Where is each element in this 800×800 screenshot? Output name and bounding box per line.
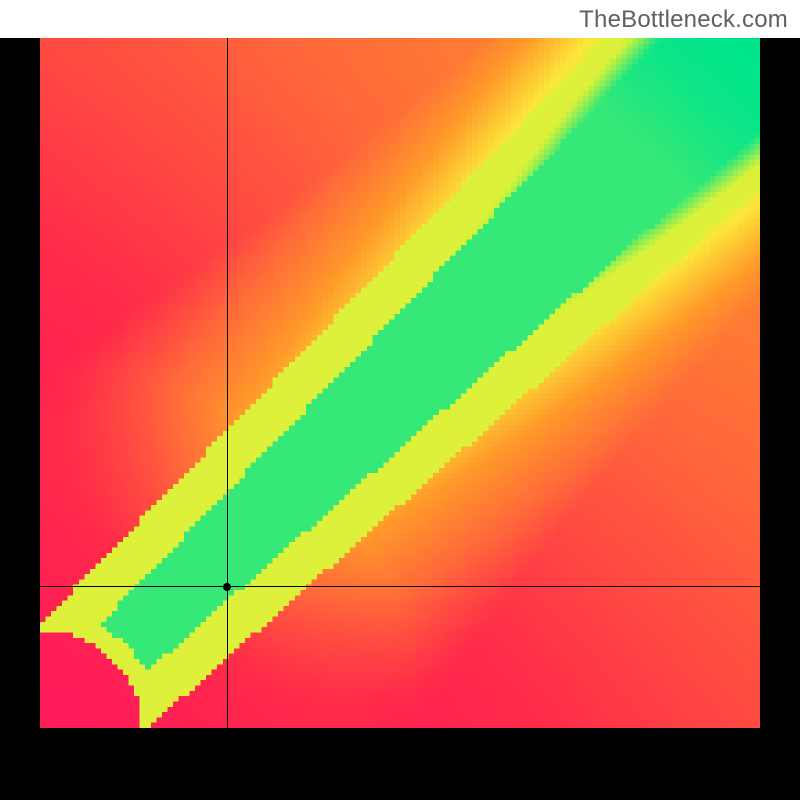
crosshair-marker <box>223 583 231 591</box>
chart-frame <box>0 38 800 800</box>
crosshair-horizontal <box>40 586 760 587</box>
heatmap-canvas <box>40 38 760 728</box>
crosshair-vertical <box>227 38 228 728</box>
watermark-text: TheBottleneck.com <box>579 6 788 34</box>
heatmap-plot <box>40 38 760 728</box>
screenshot-root: TheBottleneck.com <box>0 0 800 800</box>
